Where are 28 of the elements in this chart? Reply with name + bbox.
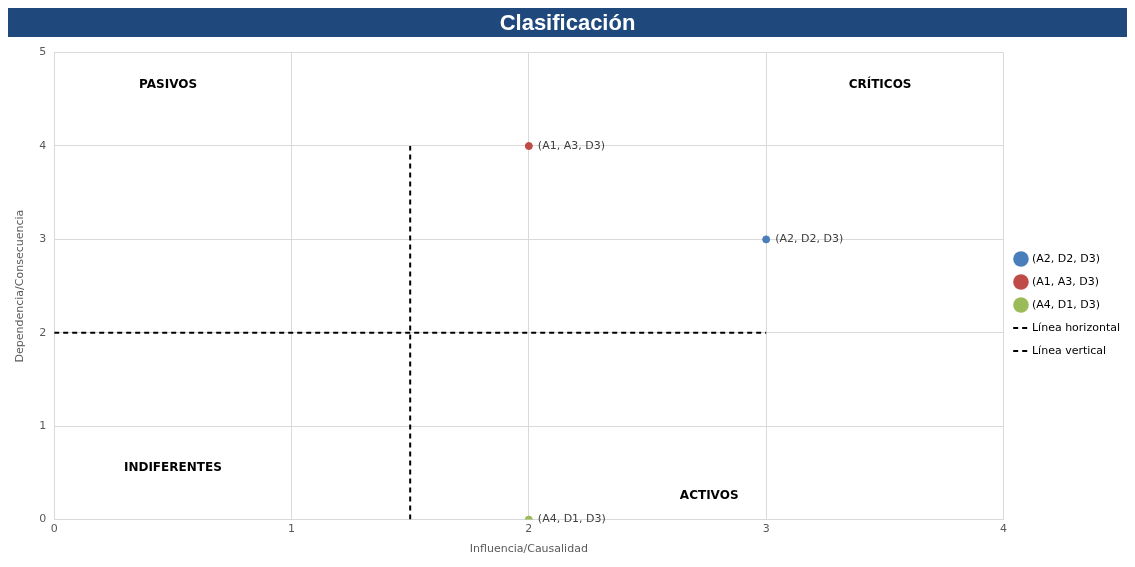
point: [524, 142, 533, 150]
x-tick-label: 3: [762, 522, 770, 536]
legend-label: (A1, A3, D3): [1031, 274, 1100, 288]
x-axis-title: Influencia/Causalidad: [469, 542, 588, 556]
chart-title: Clasificación: [8, 8, 1127, 37]
legend-label: (A2, D2, D3): [1031, 251, 1100, 265]
y-tick-label: 5: [39, 45, 47, 59]
text: (A4, D1, D3): [537, 512, 606, 526]
legend-label: Línea horizontal: [1031, 320, 1120, 334]
y-tick-label: 4: [39, 138, 47, 152]
x-tick-label: 0: [50, 522, 58, 536]
y-tick-label: 3: [39, 232, 47, 246]
y-axis-title: Dependencia/Consecuencia: [13, 209, 27, 363]
y-tick-label: 2: [39, 325, 47, 339]
legend-label: (A4, D1, D3): [1031, 297, 1100, 311]
annotation: CRÍTICOS: [848, 76, 912, 92]
y-tick-label: 0: [39, 512, 47, 526]
text: (A1, A3, D3): [537, 138, 605, 152]
x-tick-label: 2: [525, 522, 533, 536]
y-tick-label: 1: [39, 419, 47, 433]
x-tick-label: 4: [999, 522, 1007, 536]
text: (A2, D2, D3): [775, 232, 844, 246]
legend-label: Línea vertical: [1031, 343, 1107, 357]
annotation: ACTIVOS: [679, 488, 739, 503]
annotation: INDIFERENTES: [123, 460, 222, 475]
point: [762, 235, 771, 244]
annotation: PASIVOS: [139, 77, 198, 92]
x-tick-label: 1: [288, 522, 296, 536]
